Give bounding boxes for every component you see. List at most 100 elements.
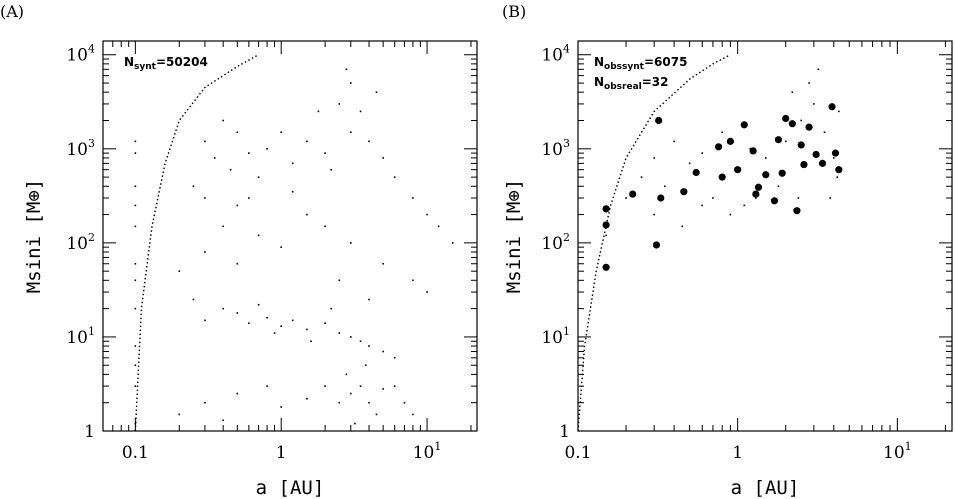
data-point-a-42 [204,319,206,322]
y-tick-label-a-0: 1 [84,422,95,442]
y-tick-label-b-0-base: 1 [559,422,570,442]
x-tick-label-a-0-base: 0.1 [122,443,149,463]
data-point-big-b-23 [797,141,805,149]
x-tick-label-b-0: 0.1 [564,443,591,463]
data-point-big-b-15 [752,190,760,198]
data-point-a-61 [330,307,332,310]
annotation-a-0-value: =50204 [156,55,208,69]
data-point-a-66 [266,385,268,387]
data-point-a-72 [359,385,362,387]
y-tick-label-b-4-base: 10 [541,46,563,66]
data-point-b-9 [721,131,723,134]
data-point-a-77 [345,373,348,376]
data-point-big-b-2 [602,263,610,271]
data-point-a-81 [412,413,414,416]
annotation-a-0-sub: synt [134,62,157,72]
data-point-a-31 [359,110,362,113]
data-point-a-59 [273,332,276,334]
data-point-a-60 [310,340,312,343]
data-point-a-48 [291,319,294,322]
data-point-a-27 [349,131,352,134]
y-tick-label-b-2-sup: 2 [563,231,570,244]
data-point-a-49 [306,328,308,331]
data-point-a-52 [349,336,352,338]
y-tick-label-a-2-sup: 2 [88,231,95,244]
data-point-a-63 [204,401,206,404]
data-point-a-69 [324,385,326,387]
data-point-b-31 [838,110,840,113]
data-point-a-80 [403,401,406,404]
data-point-a-78 [364,364,367,367]
data-point-a-64 [222,419,224,422]
y-tick-label-a-3: 103 [66,137,95,160]
data-point-a-7 [134,152,137,154]
data-point-a-45 [248,322,250,324]
data-point-a-47 [280,325,283,328]
data-point-big-b-8 [692,168,700,177]
data-point-a-11 [134,204,137,207]
data-point-a-67 [280,406,283,408]
data-point-a-38 [451,242,454,244]
x-tick-label-a-2: 101 [413,440,442,463]
data-point-a-9 [134,364,137,367]
data-point-b-26 [653,213,655,216]
data-point-b-0 [605,234,607,237]
data-point-big-b-29 [831,149,840,157]
y-tick-label-a-1-base: 10 [66,328,88,348]
data-point-a-34 [393,176,396,178]
x-tick-label-b-2-base: 10 [883,443,905,463]
data-point-a-84 [236,262,239,265]
data-point-a-87 [306,213,308,216]
y-tick-label-b-3: 103 [541,137,570,160]
data-point-a-25 [306,140,308,143]
data-point-b-3 [653,157,655,159]
x-tick-label-b-0-base: 0.1 [564,443,591,463]
x-tick-label-a-1: 1 [276,443,287,463]
data-point-big-b-6 [657,194,665,202]
y-tick-label-a-1: 101 [66,325,95,348]
data-point-b-24 [729,213,732,216]
annotation-b-1-main: N [594,75,604,89]
annotation-a-0-main: N [124,55,134,69]
data-point-a-5 [134,225,137,228]
data-point-a-95 [338,279,341,282]
ticks-b [577,41,952,432]
data-point-big-b-1 [602,221,610,229]
data-point-b-28 [743,204,746,207]
data-point-a-76 [354,422,356,425]
y-tick-label-b-2-base: 10 [541,234,563,254]
annotation-b-1: Nobsreal=32 [594,75,669,92]
data-point-a-26 [324,152,326,154]
data-point-b-19 [808,82,810,84]
data-point-big-b-26 [812,150,820,159]
data-point-b-1 [625,197,627,199]
data-point-big-b-9 [715,143,723,151]
data-point-big-b-4 [652,241,661,249]
annotation-b-0-main: N [594,55,604,69]
data-point-a-56 [393,357,396,359]
x-tick-label-b-1-base: 1 [732,443,743,463]
data-point-a-0 [134,422,137,425]
annotation-b-1-value: =32 [642,75,669,89]
data-point-a-30 [345,68,348,71]
data-point-a-13 [213,157,216,159]
data-point-b-21 [791,91,794,93]
y-tick-label-b-3-sup: 3 [563,137,570,150]
annotation-b-1-sub: obsreal [604,82,642,92]
data-point-a-97 [426,291,428,293]
points-a [134,68,454,425]
data-point-a-54 [368,345,370,347]
data-point-a-93 [248,197,250,199]
data-point-big-b-7 [680,188,688,196]
data-point-big-b-13 [734,166,742,174]
data-point-a-12 [204,140,206,143]
data-point-big-b-20 [782,114,790,123]
y-tick-label-a-4: 104 [66,43,95,66]
data-point-a-50 [324,322,326,324]
data-point-big-b-17 [762,171,770,179]
